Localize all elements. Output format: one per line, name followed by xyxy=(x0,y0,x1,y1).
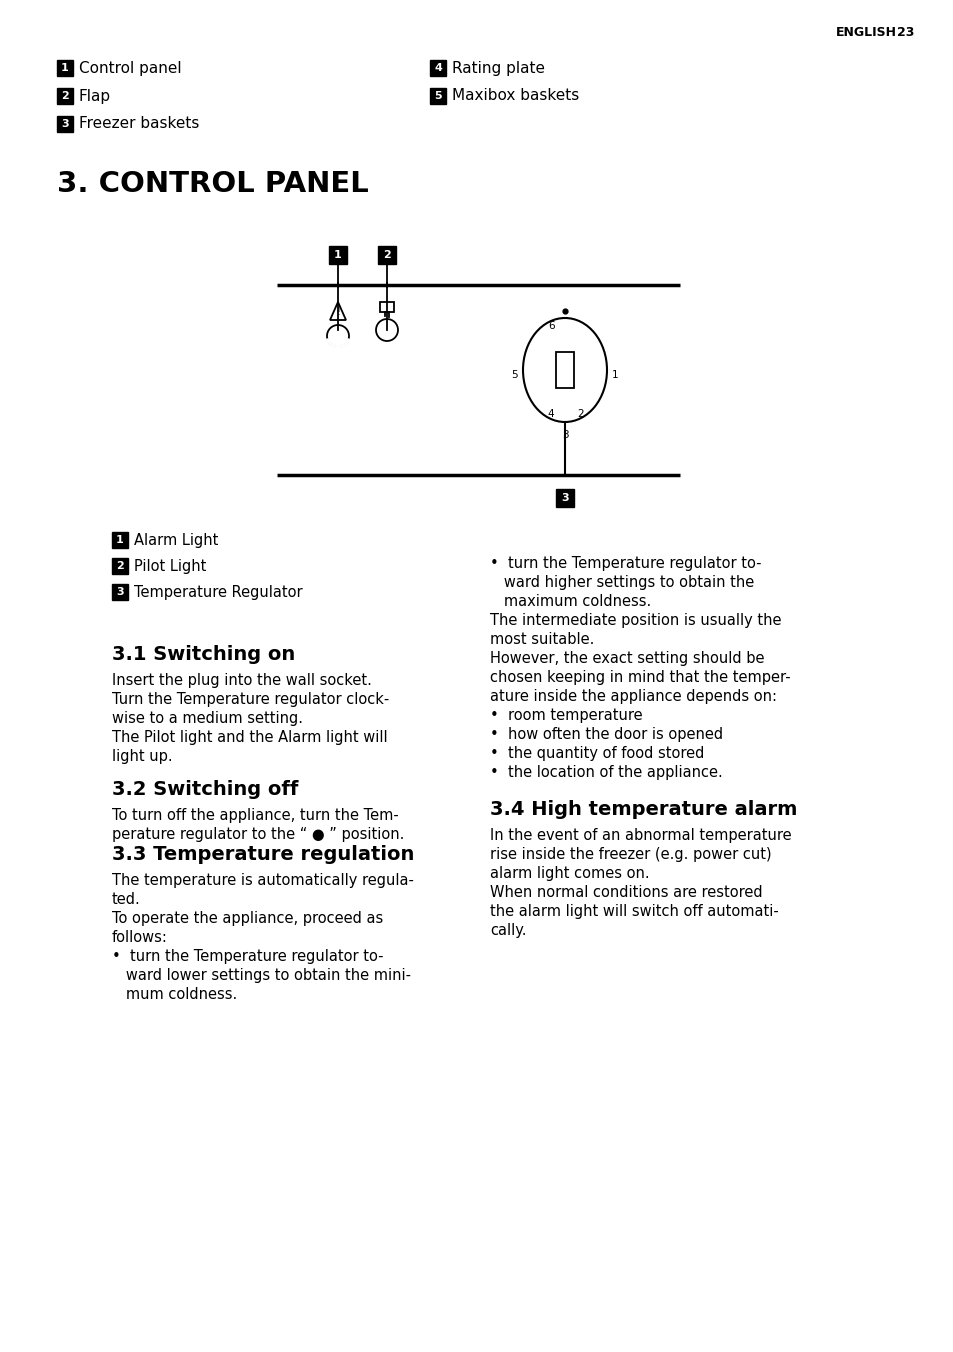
Text: 2: 2 xyxy=(383,250,391,260)
Bar xyxy=(556,352,574,388)
Bar xyxy=(57,116,73,132)
Text: Maxibox baskets: Maxibox baskets xyxy=(452,88,578,104)
Text: 1: 1 xyxy=(611,370,618,380)
Text: wise to a medium setting.: wise to a medium setting. xyxy=(112,711,303,726)
Text: ature inside the appliance depends on:: ature inside the appliance depends on: xyxy=(490,690,776,704)
Text: 2: 2 xyxy=(61,91,69,101)
Text: rise inside the freezer (e.g. power cut): rise inside the freezer (e.g. power cut) xyxy=(490,846,771,863)
Text: Insert the plug into the wall socket.: Insert the plug into the wall socket. xyxy=(112,673,372,688)
Text: 3.2 Switching off: 3.2 Switching off xyxy=(112,780,298,799)
Text: •  the location of the appliance.: • the location of the appliance. xyxy=(490,765,722,780)
Text: •  the quantity of food stored: • the quantity of food stored xyxy=(490,746,703,761)
Text: In the event of an abnormal temperature: In the event of an abnormal temperature xyxy=(490,827,791,844)
Text: !: ! xyxy=(335,307,339,316)
Text: 3.1 Switching on: 3.1 Switching on xyxy=(112,645,294,664)
Text: mum coldness.: mum coldness. xyxy=(112,987,237,1002)
Text: •  turn the Temperature regulator to-: • turn the Temperature regulator to- xyxy=(490,556,760,571)
Text: the alarm light will switch off automati-: the alarm light will switch off automati… xyxy=(490,904,778,919)
Text: 23: 23 xyxy=(896,26,913,38)
Text: Pilot Light: Pilot Light xyxy=(133,558,206,573)
Text: 2: 2 xyxy=(578,410,583,419)
Text: 1: 1 xyxy=(61,64,69,73)
Text: 1: 1 xyxy=(116,535,124,545)
Text: ENGLISH: ENGLISH xyxy=(835,26,896,38)
Text: Temperature Regulator: Temperature Regulator xyxy=(133,584,302,599)
Text: 4: 4 xyxy=(434,64,441,73)
Text: 3.3 Temperature regulation: 3.3 Temperature regulation xyxy=(112,845,414,864)
Text: perature regulator to the “ ● ” position.: perature regulator to the “ ● ” position… xyxy=(112,827,404,842)
Text: ward lower settings to obtain the mini-: ward lower settings to obtain the mini- xyxy=(112,968,411,983)
Text: The Pilot light and the Alarm light will: The Pilot light and the Alarm light will xyxy=(112,730,387,745)
Text: 4: 4 xyxy=(547,410,554,419)
Text: Freezer baskets: Freezer baskets xyxy=(79,116,199,131)
Bar xyxy=(329,246,347,264)
Text: follows:: follows: xyxy=(112,930,168,945)
Text: light up.: light up. xyxy=(112,749,172,764)
Bar xyxy=(57,59,73,76)
Text: 3. CONTROL PANEL: 3. CONTROL PANEL xyxy=(57,170,369,197)
Bar xyxy=(57,88,73,104)
Text: 6: 6 xyxy=(548,320,555,331)
Text: The temperature is automatically regula-: The temperature is automatically regula- xyxy=(112,873,414,888)
Text: 3: 3 xyxy=(61,119,69,128)
Text: ward higher settings to obtain the: ward higher settings to obtain the xyxy=(490,575,754,589)
Text: 3: 3 xyxy=(560,493,568,503)
Text: ted.: ted. xyxy=(112,892,141,907)
Text: The intermediate position is usually the: The intermediate position is usually the xyxy=(490,612,781,627)
Bar xyxy=(112,531,128,548)
Bar xyxy=(430,88,446,104)
Text: 3.4 High temperature alarm: 3.4 High temperature alarm xyxy=(490,800,797,819)
Text: 5: 5 xyxy=(434,91,441,101)
Text: •  how often the door is opened: • how often the door is opened xyxy=(490,727,722,742)
Text: most suitable.: most suitable. xyxy=(490,631,594,648)
Text: •  room temperature: • room temperature xyxy=(490,708,642,723)
Text: •  turn the Temperature regulator to-: • turn the Temperature regulator to- xyxy=(112,949,383,964)
Text: Flap: Flap xyxy=(79,88,111,104)
Text: Rating plate: Rating plate xyxy=(452,61,544,76)
Text: 3: 3 xyxy=(116,587,124,598)
Text: maximum coldness.: maximum coldness. xyxy=(490,594,651,608)
Bar xyxy=(556,489,574,507)
Bar xyxy=(377,246,395,264)
Text: However, the exact setting should be: However, the exact setting should be xyxy=(490,652,763,667)
Text: Control panel: Control panel xyxy=(79,61,181,76)
Bar xyxy=(112,584,128,600)
Text: alarm light comes on.: alarm light comes on. xyxy=(490,867,649,882)
Text: Turn the Temperature regulator clock-: Turn the Temperature regulator clock- xyxy=(112,692,389,707)
Bar xyxy=(112,558,128,575)
Text: 1: 1 xyxy=(334,250,341,260)
Text: When normal conditions are restored: When normal conditions are restored xyxy=(490,886,761,900)
Bar xyxy=(430,59,446,76)
Text: 2: 2 xyxy=(116,561,124,571)
Text: 5: 5 xyxy=(511,370,517,380)
Text: cally.: cally. xyxy=(490,923,526,938)
Text: Alarm Light: Alarm Light xyxy=(133,533,218,548)
Text: To turn off the appliance, turn the Tem-: To turn off the appliance, turn the Tem- xyxy=(112,808,398,823)
Text: 3: 3 xyxy=(561,430,568,439)
Text: chosen keeping in mind that the temper-: chosen keeping in mind that the temper- xyxy=(490,671,790,685)
Bar xyxy=(379,301,394,312)
Text: To operate the appliance, proceed as: To operate the appliance, proceed as xyxy=(112,911,383,926)
